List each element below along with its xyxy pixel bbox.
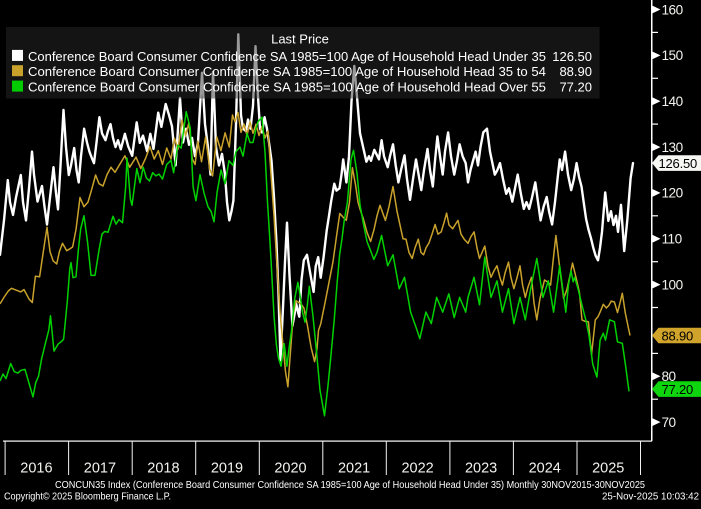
svg-text:2021: 2021 xyxy=(338,461,370,477)
svg-text:70: 70 xyxy=(662,415,677,430)
svg-text:2017: 2017 xyxy=(84,461,116,477)
svg-text:88.90: 88.90 xyxy=(662,328,694,343)
svg-text:Conference Board Consumer Conf: Conference Board Consumer Confidence SA … xyxy=(28,49,546,64)
svg-text:88.90: 88.90 xyxy=(559,64,592,79)
svg-text:Conference Board Consumer Conf: Conference Board Consumer Confidence SA … xyxy=(28,64,546,79)
svg-text:100: 100 xyxy=(662,277,684,292)
svg-text:25-Nov-2025 10:03:42: 25-Nov-2025 10:03:42 xyxy=(602,491,699,503)
svg-text:2020: 2020 xyxy=(274,461,306,477)
svg-text:160: 160 xyxy=(662,2,684,17)
svg-text:2022: 2022 xyxy=(401,461,433,477)
svg-text:2019: 2019 xyxy=(211,461,243,477)
svg-text:CONCUN35 Index (Conference Boa: CONCUN35 Index (Conference Board Consume… xyxy=(55,479,645,491)
svg-text:2016: 2016 xyxy=(20,461,52,477)
svg-text:Copyright© 2025 Bloomberg Fina: Copyright© 2025 Bloomberg Finance L.P. xyxy=(4,491,171,503)
svg-text:130: 130 xyxy=(662,140,684,155)
svg-text:120: 120 xyxy=(662,186,684,201)
svg-text:80: 80 xyxy=(662,369,677,384)
svg-text:77.20: 77.20 xyxy=(662,382,694,397)
svg-text:150: 150 xyxy=(662,48,684,63)
svg-text:2024: 2024 xyxy=(529,461,561,477)
svg-text:126.50: 126.50 xyxy=(552,49,592,64)
svg-text:110: 110 xyxy=(662,232,683,247)
svg-text:2025: 2025 xyxy=(592,461,624,477)
svg-text:126.50: 126.50 xyxy=(659,156,698,171)
svg-text:Last Price: Last Price xyxy=(271,32,329,47)
svg-text:77.20: 77.20 xyxy=(559,80,592,95)
svg-text:2018: 2018 xyxy=(147,461,179,477)
svg-text:2023: 2023 xyxy=(465,461,497,477)
svg-text:Conference Board Consumer Conf: Conference Board Consumer Confidence SA … xyxy=(28,80,546,95)
svg-text:140: 140 xyxy=(662,94,684,109)
